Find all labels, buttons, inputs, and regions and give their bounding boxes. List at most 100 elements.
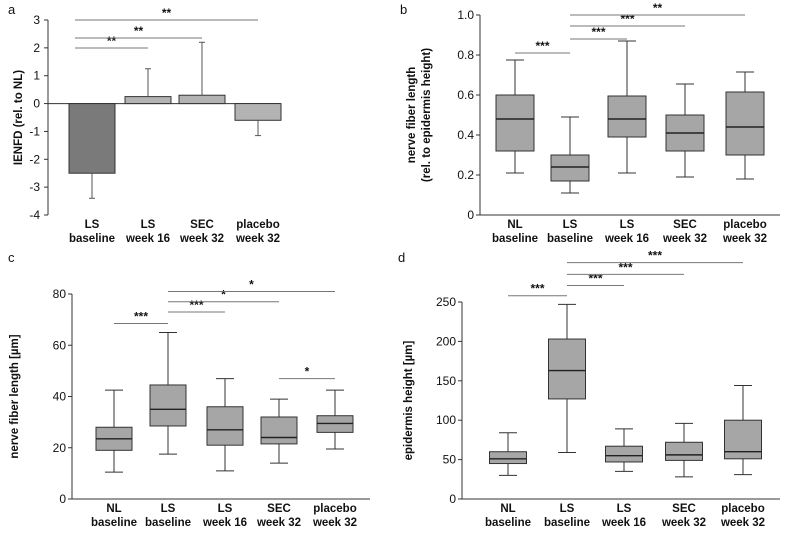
panel-d-significance-label: *** bbox=[588, 271, 602, 285]
panel-c-category-label-2: week 32 bbox=[312, 517, 357, 529]
panel-a-category-label-2: week 16 bbox=[125, 233, 170, 245]
panel-b-ytick-label: 0.8 bbox=[457, 48, 474, 62]
panel-d-ylabel: epidermis height [µm] bbox=[403, 340, 415, 460]
panel-b-significance-label: *** bbox=[535, 39, 549, 53]
panel-d-category-label-2: week 32 bbox=[720, 517, 765, 529]
panel-c-ylabel: nerve fiber length [µm] bbox=[9, 334, 21, 458]
panel-a-significance-label: ** bbox=[162, 6, 172, 20]
panel-b-category-label-1: LS bbox=[620, 219, 635, 231]
panel-a-significance-label: ** bbox=[107, 34, 117, 48]
panel-a-ylabel: IENFD (rel. to NL) bbox=[13, 70, 25, 165]
panel-a-category-label-2: week 32 bbox=[235, 233, 280, 245]
panel-c-ytick-label: 60 bbox=[53, 338, 67, 352]
panel-b-category-label-1: LS bbox=[563, 219, 578, 231]
panel-d-box bbox=[665, 441, 703, 461]
panel-c-significance-label: *** bbox=[189, 298, 203, 312]
panel-b-ylabel: nerve fiber length bbox=[406, 67, 418, 164]
panel-d-category-label-1: NL bbox=[500, 503, 515, 515]
panel-d-category-label-2: baseline bbox=[485, 517, 531, 529]
panel-b-category-label-1: NL bbox=[507, 219, 522, 231]
panel-d-box bbox=[489, 451, 527, 465]
panel-b-ytick-label: 0 bbox=[467, 208, 474, 222]
panel-d-ytick-label: 50 bbox=[443, 453, 457, 467]
panel-d-category-label-2: week 16 bbox=[601, 517, 646, 529]
panel-d-letter: d bbox=[398, 250, 405, 265]
panel-c-category-label-1: LS bbox=[161, 503, 176, 515]
panel-a-ytick-label: 2 bbox=[33, 41, 40, 55]
panel-b-box bbox=[607, 95, 647, 138]
panel-c-category-label-1: LS bbox=[218, 503, 233, 515]
panel-d-ytick-label: 150 bbox=[436, 374, 456, 388]
panel-d-significance-label: *** bbox=[648, 249, 662, 263]
panel-c-significance-label: * bbox=[305, 365, 310, 379]
panel-b-ytick-label: 0.6 bbox=[457, 88, 474, 102]
panel-a-significance-label: ** bbox=[134, 24, 144, 38]
panel-a-ytick-label: -3 bbox=[29, 180, 40, 194]
panel-b-category-label-1: SEC bbox=[673, 219, 697, 231]
panel-c-category-label-2: week 32 bbox=[256, 517, 301, 529]
panel-d-category-label-2: week 32 bbox=[661, 517, 706, 529]
panel-a-letter: a bbox=[8, 2, 16, 17]
panel-c-significance-label: * bbox=[249, 277, 254, 291]
panel-c-ytick-label: 20 bbox=[53, 441, 67, 455]
panel-d-box bbox=[724, 419, 762, 460]
panel-a-bar bbox=[178, 94, 226, 105]
panel-c-category-label-1: SEC bbox=[267, 503, 291, 515]
panel-c-box bbox=[149, 384, 187, 427]
panel-d-ytick-label: 250 bbox=[436, 295, 456, 309]
panel-a-ytick-label: 3 bbox=[33, 13, 40, 27]
panel-b-significance-label: ** bbox=[653, 1, 663, 15]
panel-d-ytick-label: 200 bbox=[436, 334, 456, 348]
panel-b-box bbox=[495, 94, 535, 152]
panel-c-ytick-label: 0 bbox=[59, 492, 66, 506]
panel-d-box bbox=[605, 445, 643, 463]
panel-b-category-label-1: placebo bbox=[723, 219, 766, 231]
panel-a-category-label-1: LS bbox=[141, 219, 156, 231]
panel-c-ytick-label: 80 bbox=[53, 287, 67, 301]
panel-b-ytick-label: 1.0 bbox=[457, 8, 474, 22]
panel-c-category-label-2: baseline bbox=[91, 517, 137, 529]
panel-b-category-label-2: baseline bbox=[492, 233, 538, 245]
panel-b-ytick-label: 0.2 bbox=[457, 168, 474, 182]
panel-d-significance-label: *** bbox=[530, 282, 544, 296]
panel-b-ylabel: (rel. to epidermis height) bbox=[421, 48, 433, 182]
panel-c-ytick-label: 40 bbox=[53, 390, 67, 404]
panel-a-bar bbox=[68, 103, 116, 174]
panel-c-category-label-1: NL bbox=[106, 503, 121, 515]
panel-b-ytick-label: 0.4 bbox=[457, 128, 474, 142]
panel-a-ytick-label: -2 bbox=[29, 152, 40, 166]
panel-b-category-label-2: week 32 bbox=[662, 233, 707, 245]
panel-b-letter: b bbox=[400, 2, 407, 17]
panel-b-significance-label: *** bbox=[591, 25, 605, 39]
panel-a-category-label-2: week 32 bbox=[179, 233, 224, 245]
panel-c-category-label-1: placebo bbox=[313, 503, 356, 515]
panel-c-significance-label: *** bbox=[134, 309, 148, 323]
panel-b-category-label-2: week 16 bbox=[604, 233, 649, 245]
panel-b-box bbox=[725, 91, 765, 156]
panel-b-category-label-2: week 32 bbox=[722, 233, 767, 245]
panel-c-significance-label: * bbox=[221, 288, 226, 302]
panel-b-category-label-2: baseline bbox=[547, 233, 593, 245]
panel-c-box bbox=[206, 406, 244, 446]
panel-c-category-label-2: baseline bbox=[145, 517, 191, 529]
panel-d-category-label-1: SEC bbox=[672, 503, 696, 515]
panel-d-category-label-1: LS bbox=[617, 503, 632, 515]
panel-a-category-label-1: placebo bbox=[236, 219, 279, 231]
panel-a-bar bbox=[234, 103, 282, 121]
panel-c-letter: c bbox=[8, 250, 15, 265]
panel-a-ytick-label: 1 bbox=[33, 69, 40, 83]
panel-d-category-label-2: baseline bbox=[544, 517, 590, 529]
panel-b-significance-label: *** bbox=[620, 12, 634, 26]
panel-d-category-label-1: placebo bbox=[721, 503, 764, 515]
panel-a-ytick-label: 0 bbox=[33, 97, 40, 111]
panel-c-category-label-2: week 16 bbox=[202, 517, 247, 529]
panel-d-ytick-label: 100 bbox=[436, 413, 456, 427]
panel-d-category-label-1: LS bbox=[560, 503, 575, 515]
panel-d-significance-label: *** bbox=[618, 260, 632, 274]
panel-c-box bbox=[260, 416, 298, 445]
panel-a-category-label-1: LS bbox=[85, 219, 100, 231]
panel-d-box bbox=[548, 338, 586, 400]
panel-a-bar bbox=[124, 96, 172, 105]
